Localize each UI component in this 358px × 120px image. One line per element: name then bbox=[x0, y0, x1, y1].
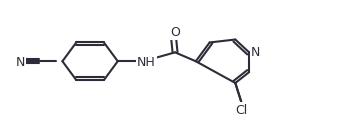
Text: N: N bbox=[251, 46, 261, 59]
Text: NH: NH bbox=[137, 56, 156, 69]
Text: O: O bbox=[170, 26, 180, 39]
Text: Cl: Cl bbox=[235, 104, 247, 117]
Text: N: N bbox=[15, 56, 25, 69]
